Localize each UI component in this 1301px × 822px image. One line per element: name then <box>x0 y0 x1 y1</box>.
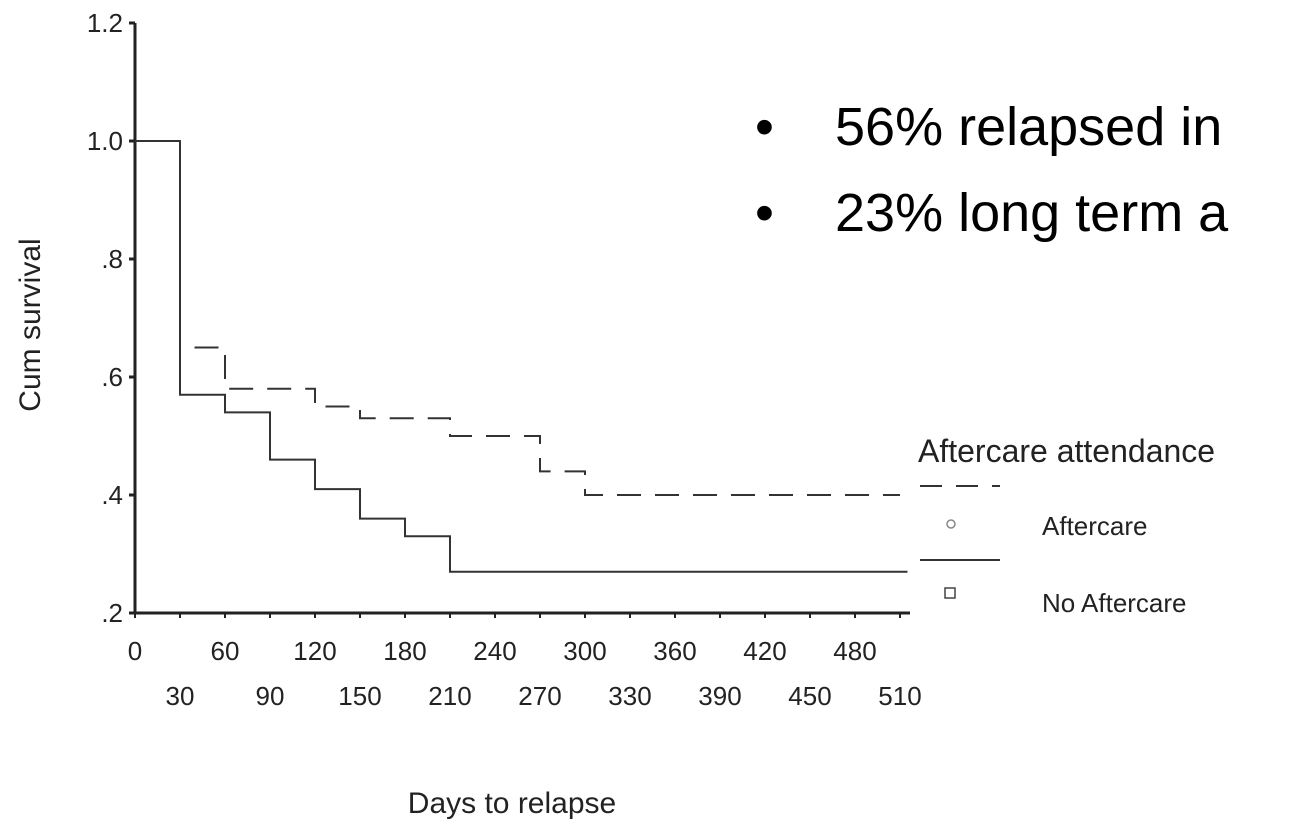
x-tick-label: 420 <box>743 636 786 666</box>
y-tick-label: .2 <box>101 598 123 628</box>
series-line-aftercare <box>135 140 900 496</box>
legend-no-aftercare-marker <box>944 587 956 599</box>
x-tick-label: 510 <box>878 681 921 711</box>
bullet-item: • 23% long term a <box>755 170 1228 256</box>
x-tick-label: 120 <box>293 636 336 666</box>
y-axis-title: Cum survival <box>14 238 47 411</box>
x-tick-label: 450 <box>788 681 831 711</box>
x-tick-label: 150 <box>338 681 381 711</box>
x-tick-label: 180 <box>383 636 426 666</box>
bullet-text: 23% long term a <box>835 183 1229 243</box>
chart-ticks: 1.2 1.0 .8 .6 .4 .20 60 120 180 240 300 360 420 480 30… <box>87 8 922 711</box>
x-tick-label: 330 <box>608 681 651 711</box>
bullet-marker: • <box>755 97 774 157</box>
x-tick-label: 360 <box>653 636 696 666</box>
y-tick-label: .6 <box>101 362 123 392</box>
x-tick-label: 30 <box>166 681 195 711</box>
x-axis-title: Days to relapse <box>408 787 616 820</box>
y-tick-label: .4 <box>101 480 123 510</box>
legend-no-aftercare-label: No Aftercare <box>1042 588 1187 618</box>
chart-series <box>135 140 908 573</box>
x-tick-label: 0 <box>128 636 142 666</box>
bullet-item: • 56% relapsed in <box>755 84 1228 170</box>
x-tick-label: 240 <box>473 636 516 666</box>
bullet-list: • 56% relapsed in • 23% long term a <box>755 84 1228 256</box>
legend-aftercare-marker <box>946 519 956 529</box>
x-tick-label: 60 <box>211 636 240 666</box>
y-tick-label: 1.2 <box>87 8 123 38</box>
x-tick-label: 90 <box>256 681 285 711</box>
x-tick-label: 390 <box>698 681 741 711</box>
legend-title: Aftercare attendance <box>918 433 1215 469</box>
chart-axes <box>133 23 910 615</box>
x-tick-label: 270 <box>518 681 561 711</box>
y-tick-label: .8 <box>101 244 123 274</box>
x-tick-label: 480 <box>833 636 876 666</box>
x-tick-label: 210 <box>428 681 471 711</box>
legend-aftercare-label: Aftercare <box>1042 511 1148 541</box>
y-tick-label: 1.0 <box>87 126 123 156</box>
legend: Aftercare attendance Aftercare No Afterc… <box>918 433 1215 618</box>
bullet-text: 56% relapsed in <box>835 97 1223 157</box>
bullet-marker: • <box>755 183 774 243</box>
series-line-no-aftercare <box>135 140 908 573</box>
x-tick-label: 300 <box>563 636 606 666</box>
